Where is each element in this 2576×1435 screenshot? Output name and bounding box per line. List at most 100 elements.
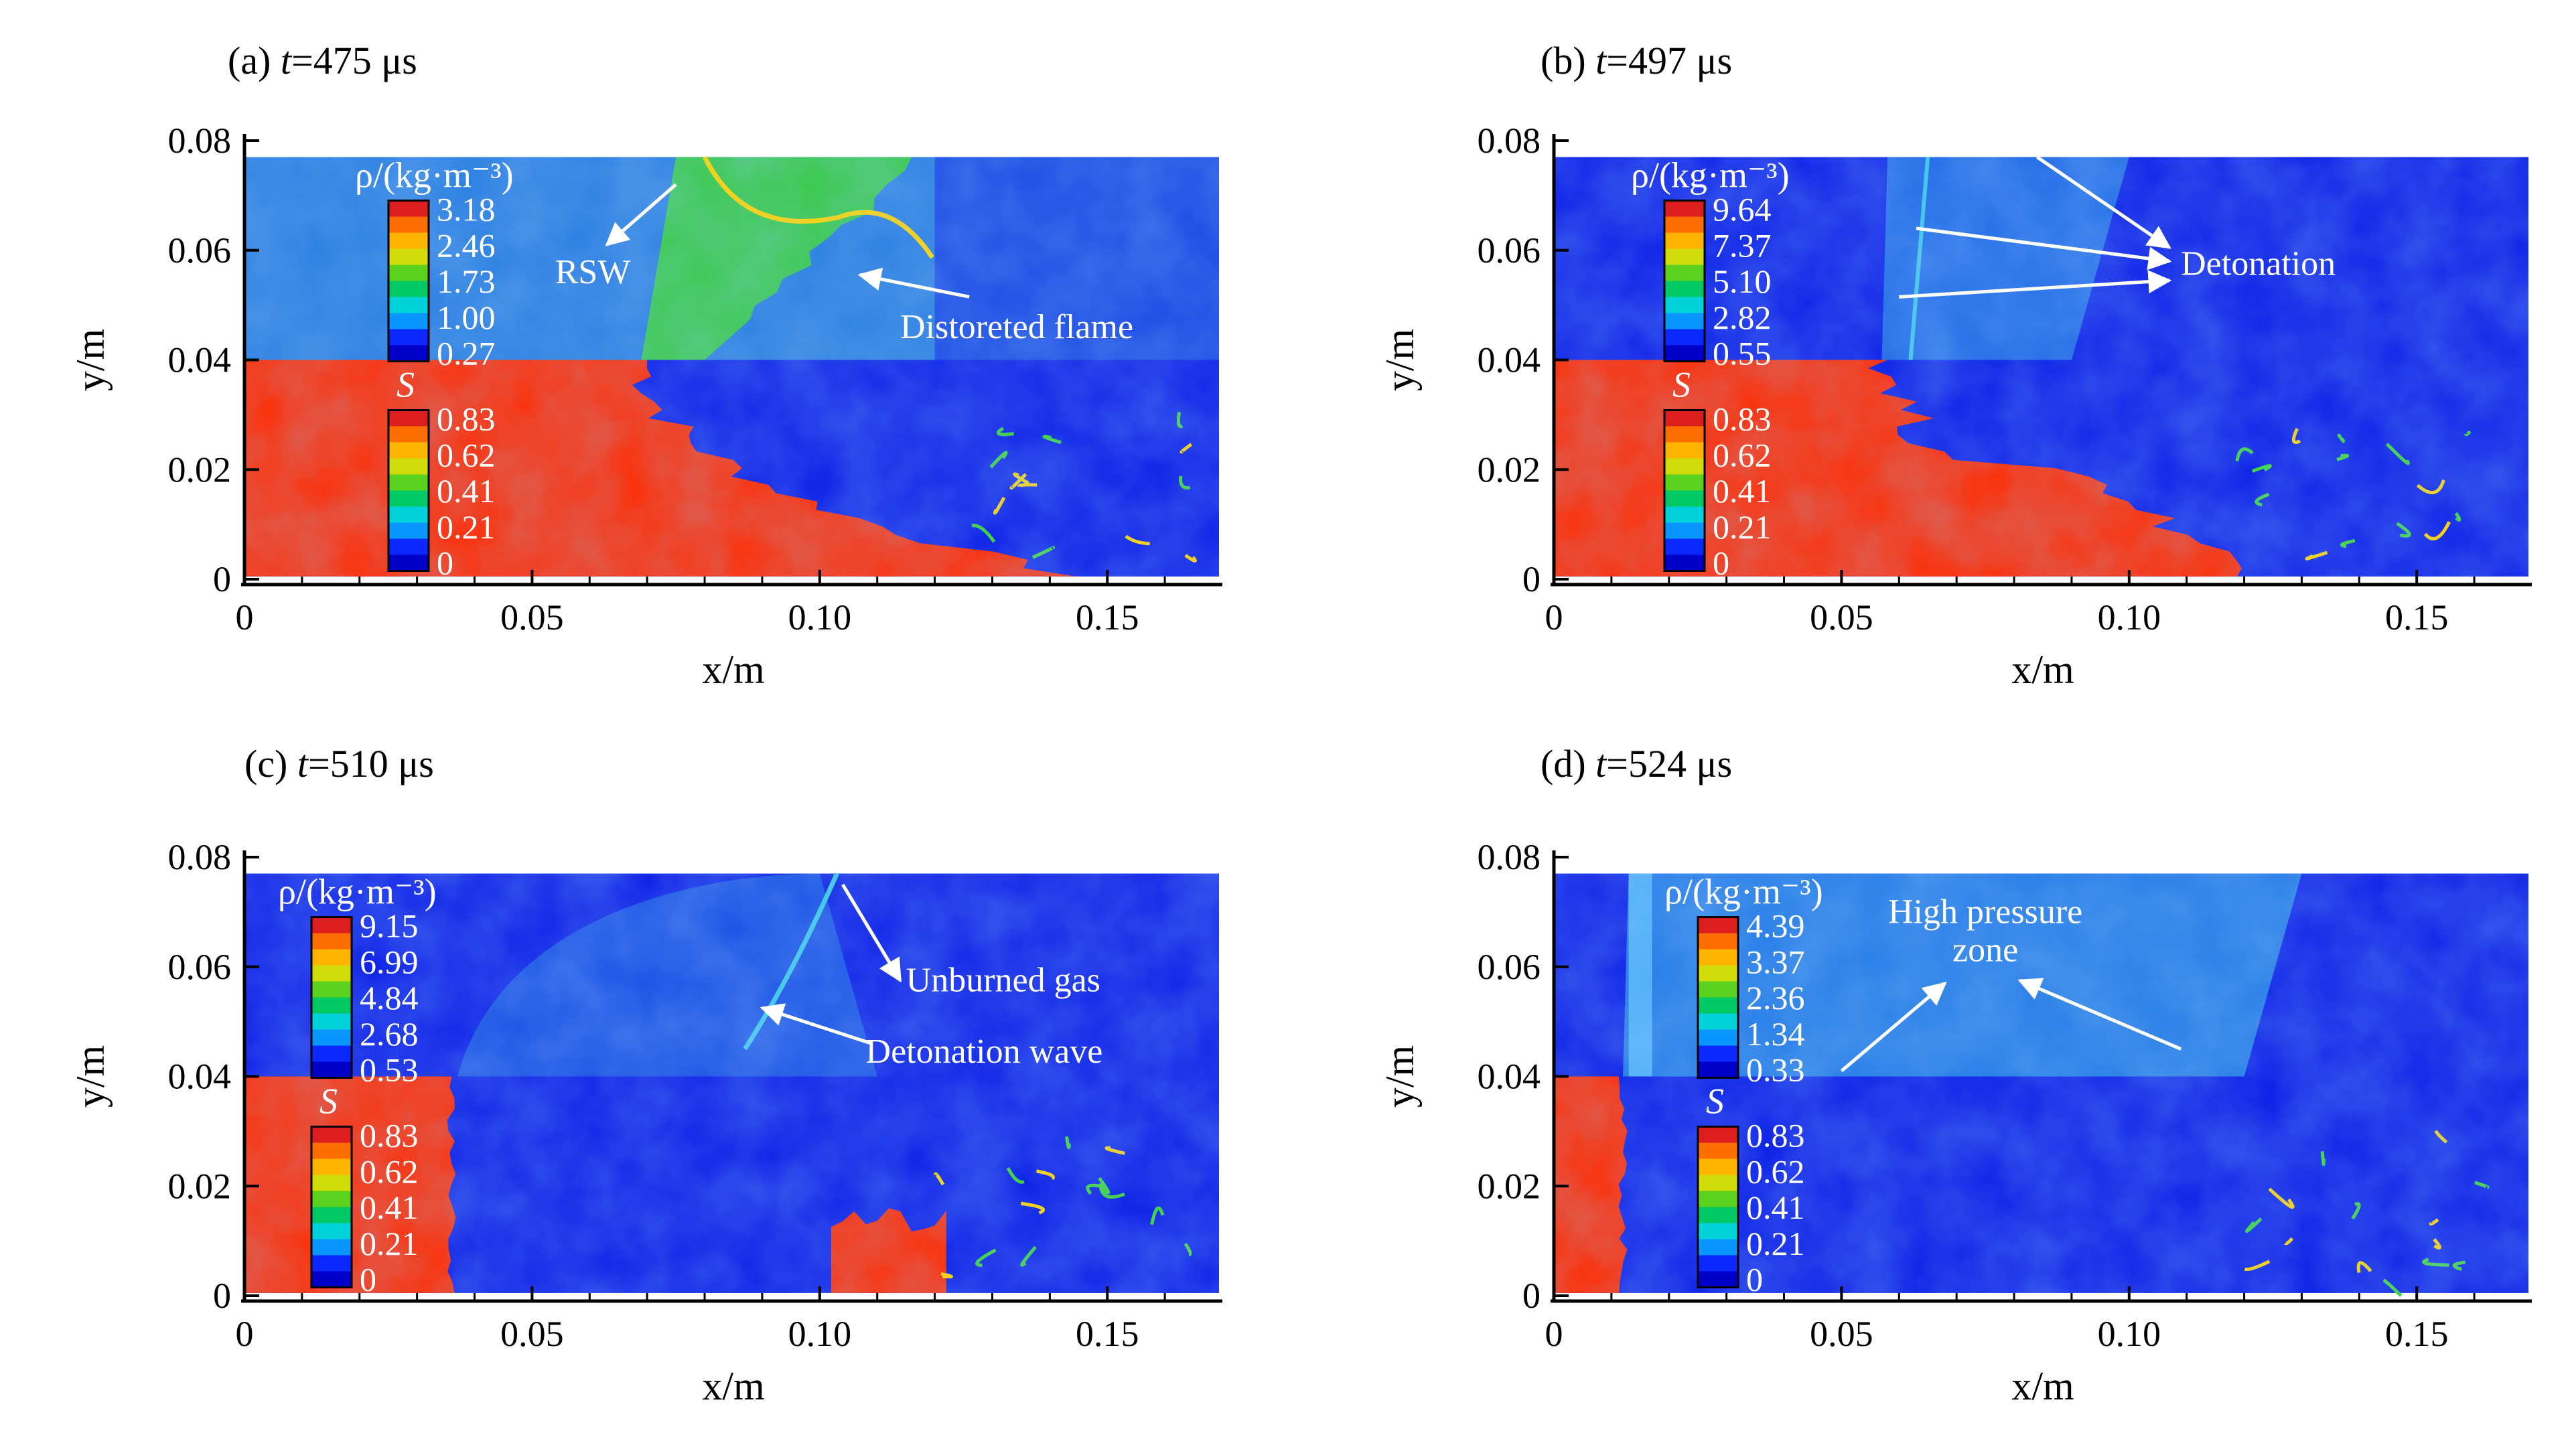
progress-legend-value: 0 (437, 544, 453, 582)
density-legend-value: 4.84 (360, 979, 419, 1016)
density-legend-value: 0.27 (437, 335, 496, 372)
x-tick-label: 0.10 (788, 597, 852, 637)
annotation-label: zone (1952, 931, 2018, 970)
progress-legend-value: 0.41 (1713, 472, 1772, 510)
density-legend-swatch (1698, 1029, 1738, 1047)
density-legend-value: 0.55 (1713, 335, 1772, 372)
density-legend-swatch (388, 248, 429, 266)
x-tick-label: 0.15 (2385, 597, 2449, 637)
y-tick-label: 0.02 (168, 449, 232, 489)
time-symbol: t (1595, 742, 1607, 785)
density-legend-swatch (1664, 232, 1705, 250)
density-legend-value: 2.82 (1713, 299, 1772, 336)
time-value: =524 μs (1606, 742, 1732, 785)
density-legend-value: 7.37 (1713, 226, 1772, 264)
chart-panel-d: (d) t=524 μs 0 0.02 0.04 0.06 0.08 0 0.05 0.10 0.… (1378, 742, 2532, 1408)
progress-legend-value: 0.41 (1746, 1189, 1805, 1226)
x-tick-label: 0 (1545, 1314, 1563, 1354)
panel-label: (c) (244, 742, 297, 785)
density-legend-value: 3.18 (437, 191, 496, 228)
density-legend-swatch (388, 200, 429, 218)
panel-title: (c) t=510 μs (244, 742, 434, 785)
density-legend-swatch (1664, 200, 1705, 218)
y-tick-label: 0.02 (1478, 449, 1541, 489)
y-tick-label: 0 (1522, 1276, 1541, 1316)
x-tick-label: 0.15 (2385, 1314, 2449, 1354)
annotation-label: High pressure (1888, 893, 2082, 931)
progress-legend-value: 0.83 (437, 400, 496, 438)
annotation-arrow (2036, 155, 2171, 249)
x-tick-label: 0.10 (2098, 1314, 2161, 1354)
y-tick-label: 0.04 (1478, 1057, 1541, 1097)
progress-legend-swatch (311, 1158, 352, 1176)
progress-legend-swatch (388, 442, 429, 459)
y-tick-label: 0.04 (168, 1057, 232, 1097)
y-tick-label: 0.06 (168, 947, 232, 987)
progress-legend-value: 0.41 (360, 1189, 419, 1226)
density-legend-swatch (1698, 997, 1738, 1014)
density-legend-swatch (1698, 933, 1738, 950)
progress-legend-swatch (388, 522, 429, 540)
density-legend-swatch (1664, 313, 1705, 330)
y-tick-label: 0 (213, 559, 231, 599)
progress-legend-swatch (1698, 1271, 1738, 1288)
density-legend-title: ρ/(kg·m⁻³) (1631, 155, 1790, 196)
progress-legend-value: 0.21 (360, 1225, 419, 1262)
density-legend-swatch (1664, 248, 1705, 266)
density-legend-value: 9.15 (360, 907, 419, 945)
density-legend-swatch (1698, 949, 1738, 966)
progress-legend-swatch (311, 1142, 352, 1160)
time-symbol: t (1595, 39, 1607, 82)
density-legend-value: 5.10 (1713, 262, 1772, 300)
density-legend-swatch (1698, 1061, 1738, 1079)
progress-legend-value: 0.41 (437, 472, 496, 510)
progress-legend-value: 0.83 (1713, 400, 1772, 438)
y-tick-label: 0.08 (1478, 121, 1541, 161)
progress-legend-swatch (1664, 426, 1705, 443)
y-tick-label: 0.02 (1478, 1166, 1541, 1206)
density-legend-swatch (311, 917, 352, 934)
density-legend-swatch (388, 345, 429, 362)
progress-legend-swatch (388, 538, 429, 556)
density-legend-swatch (311, 1061, 352, 1079)
density-legend-swatch (1664, 329, 1705, 346)
annotation-arrow (841, 883, 902, 983)
density-legend-swatch (311, 1045, 352, 1063)
progress-legend-swatch (388, 426, 429, 443)
density-legend-border (387, 200, 430, 363)
time-value: =475 μs (291, 39, 417, 82)
progress-legend-swatch (1698, 1142, 1738, 1160)
density-legend-swatch (1698, 1013, 1738, 1031)
y-tick-label: 0.02 (168, 1166, 232, 1206)
density-legend-swatch (1698, 1045, 1738, 1063)
progress-legend-swatch (1664, 458, 1705, 475)
progress-legend-title: S (1672, 365, 1691, 405)
density-legend-swatch (1698, 965, 1738, 982)
progress-legend-border (1697, 1126, 1739, 1288)
x-tick-label: 0.05 (1810, 1314, 1873, 1354)
progress-legend-swatch (311, 1191, 352, 1208)
y-axis-label: y/m (1378, 329, 1422, 391)
x-axis-label: x/m (2011, 1364, 2074, 1408)
y-axis-label: y/m (1378, 1045, 1422, 1108)
progress-legend-value: 0 (360, 1261, 376, 1298)
density-legend-swatch (1698, 917, 1738, 934)
progress-legend-title: S (1706, 1081, 1724, 1122)
density-legend-border (1697, 916, 1739, 1079)
progress-legend-value: 0.21 (437, 508, 496, 546)
annotation-arrow (1916, 226, 2172, 271)
density-legend-swatch (311, 965, 352, 982)
x-tick-label: 0.05 (500, 1314, 564, 1354)
turbulence-texture (1554, 157, 2528, 577)
progress-legend-swatch (388, 410, 429, 427)
density-legend-value: 2.36 (1746, 979, 1805, 1016)
density-legend-value: 0.33 (1746, 1051, 1805, 1089)
progress-legend-value: 0.62 (1713, 436, 1772, 473)
progress-legend-swatch (1664, 474, 1705, 492)
y-tick-label: 0.06 (1478, 230, 1541, 271)
density-legend-title: ρ/(kg·m⁻³) (1664, 872, 1823, 912)
progress-legend-value: 0.83 (1746, 1117, 1805, 1154)
x-tick-label: 0 (236, 597, 254, 637)
density-legend-value: 6.99 (360, 943, 419, 980)
